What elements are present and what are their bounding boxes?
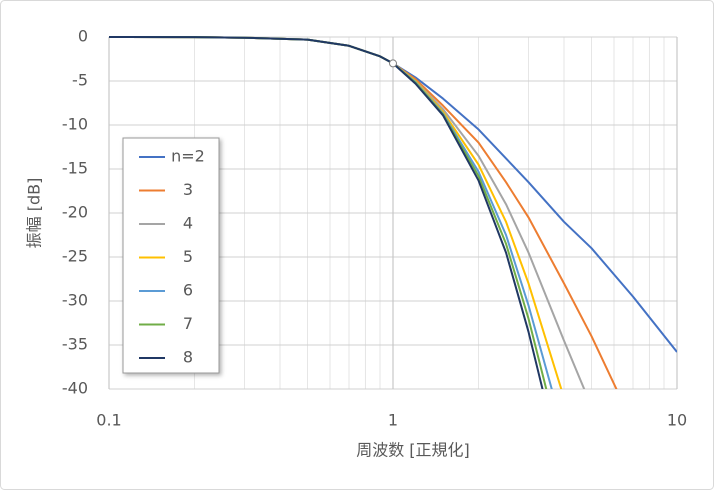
legend-label: n=2 [171, 147, 205, 166]
y-tick-label: -5 [72, 71, 88, 90]
y-tick-label: -15 [62, 159, 88, 178]
y-tick-label: 0 [78, 27, 88, 46]
y-tick-label: -30 [62, 291, 88, 310]
legend-label: 8 [183, 348, 193, 367]
legend-label: 3 [183, 180, 193, 199]
y-tick-label: -20 [62, 203, 88, 222]
legend-label: 5 [183, 247, 193, 266]
y-tick-label: -10 [62, 115, 88, 134]
y-tick-label: -25 [62, 247, 88, 266]
y-tick-label: -40 [62, 379, 88, 398]
y-axis-label: 振幅 [dB] [25, 178, 44, 249]
legend-label: 4 [183, 214, 193, 233]
x-tick-label: 0.1 [96, 411, 121, 430]
x-axis-label: 周波数 [正規化] [356, 441, 470, 460]
legend-label: 7 [183, 314, 193, 333]
y-tick-label: -35 [62, 335, 88, 354]
x-tick-label: 1 [388, 411, 398, 430]
legend-label: 6 [183, 281, 193, 300]
point-marker [389, 59, 397, 68]
x-tick-label: 10 [667, 411, 687, 430]
legend-box [122, 137, 220, 374]
